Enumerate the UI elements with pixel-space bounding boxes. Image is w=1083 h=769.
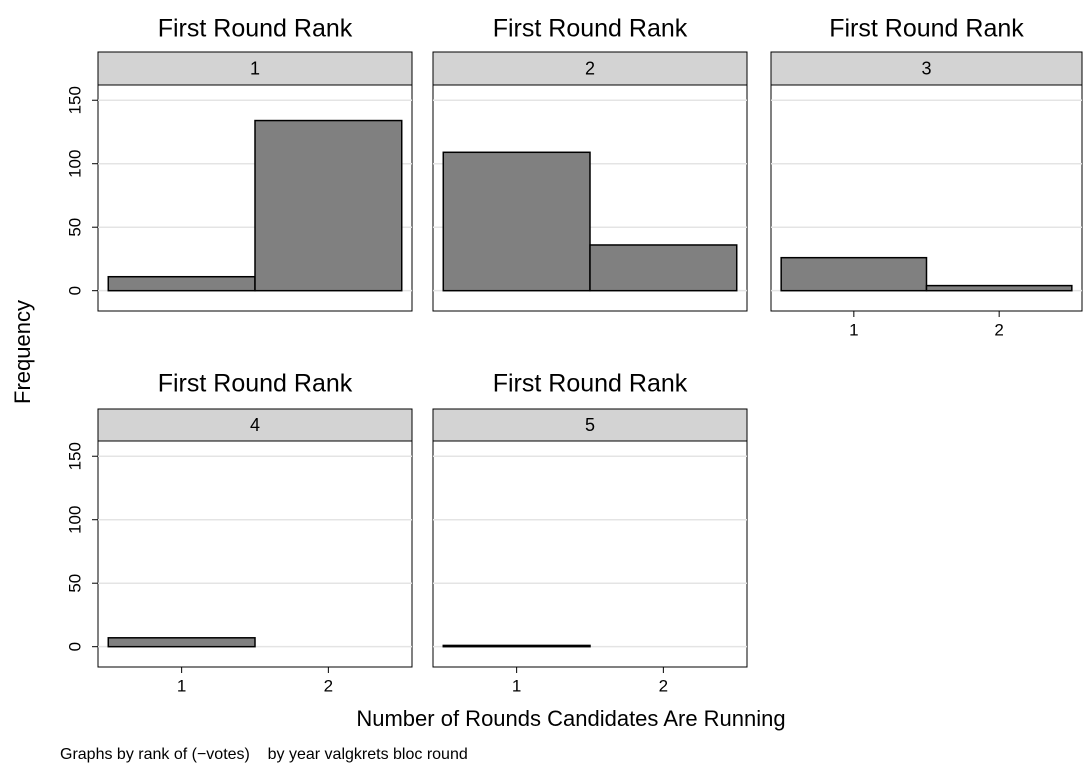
strip-label: 5 [585,415,595,435]
plot-area [432,440,748,668]
x-tick-label: 2 [994,320,1003,339]
panel-title: First Round Rank [493,15,688,43]
strip-label: 2 [585,58,595,78]
panel-title: First Round Rank [158,15,353,43]
strip-label: 4 [250,415,260,435]
y-tick-label: 0 [65,286,84,295]
panel: First Round Rank 2 [432,15,748,312]
y-tick-label: 50 [65,218,84,237]
bar [254,119,403,292]
y-tick-label: 100 [65,150,84,178]
x-tick-label: 2 [324,676,333,695]
y-axis-label: Frequency [10,300,35,404]
panel-title: First Round Rank [829,15,1024,43]
bar [925,284,1073,292]
bar [589,244,738,292]
y-tick-label: 50 [65,574,84,593]
y-tick-label: 0 [65,642,84,651]
strip [97,408,413,442]
strip-label: 1 [250,58,260,78]
panel: First Round Rank 1 0 50 100 150 [65,15,413,312]
x-tick-label: 2 [659,676,668,695]
strip-label: 3 [921,58,931,78]
bar [107,637,256,648]
panel: First Round Rank 3 1 2 [770,15,1083,339]
note: Graphs by rank of (−votes) by year valgk… [60,746,468,763]
x-tick-label: 1 [849,320,858,339]
panel-title: First Round Rank [158,370,353,398]
strip [432,408,748,442]
panel-title: First Round Rank [493,370,688,398]
bar [780,256,928,292]
panel: First Round Rank 5 1 2 [432,370,748,695]
bar [107,275,256,292]
x-axis-label: Number of Rounds Candidates Are Running [356,706,785,731]
panel: First Round Rank 4 0 50 100 150 1 2 [65,370,413,695]
y-tick-label: 150 [65,442,84,470]
y-tick-label: 150 [65,86,84,114]
plot-area [97,440,413,668]
bar [442,644,591,648]
bar [442,151,591,292]
strip [97,51,413,86]
x-tick-label: 1 [512,676,521,695]
y-tick-label: 100 [65,506,84,534]
x-tick-label: 1 [177,676,186,695]
strip [432,51,748,86]
